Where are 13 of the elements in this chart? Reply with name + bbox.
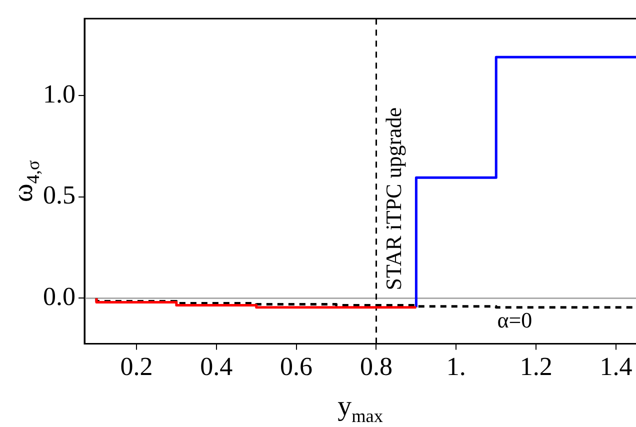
x-tick-label: 0.8 — [360, 352, 392, 382]
x-tick-label: 0.6 — [280, 352, 313, 382]
y-axis-title: ω4,σ — [8, 160, 43, 202]
y-tick-label: 1.0 — [43, 79, 76, 108]
annotation: α=0 — [497, 308, 532, 333]
y-tick-label: 0.0 — [43, 282, 76, 312]
x-tick-label: 1.2 — [520, 352, 552, 382]
x-tick-label: 1. — [446, 352, 466, 382]
x-tick-label: 1.4 — [600, 352, 632, 382]
x-tick-label: 0.4 — [200, 352, 233, 382]
ref-line-label: STAR iTPC upgrade — [381, 107, 406, 290]
x-tick-label: 0.2 — [120, 352, 153, 382]
y-tick-label: 0.5 — [43, 180, 76, 210]
